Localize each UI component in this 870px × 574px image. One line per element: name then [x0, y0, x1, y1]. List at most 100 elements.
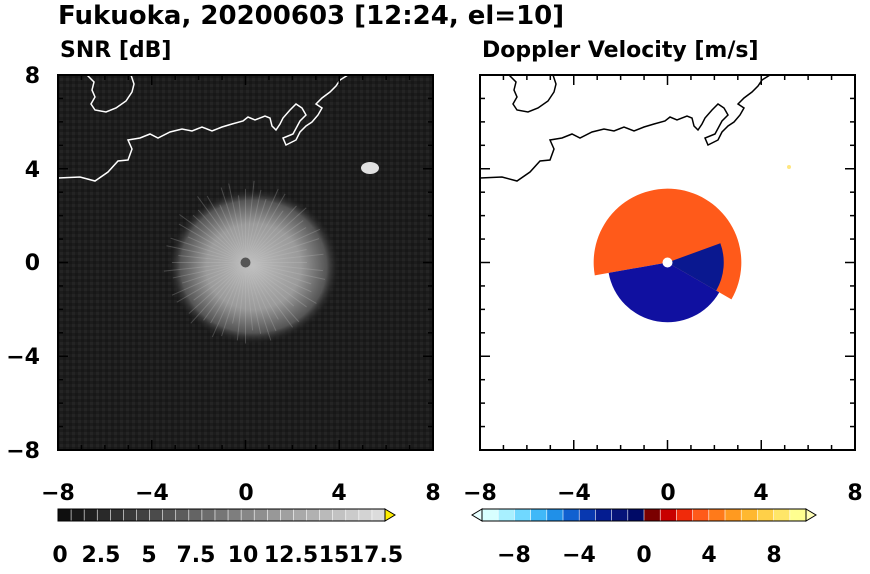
snr-radial-streak — [245, 207, 307, 263]
snr-colorbar-swatch — [227, 508, 242, 522]
doppler-toward-region — [608, 262, 720, 323]
radar-site-marker — [240, 257, 251, 268]
doppler-colorbar-swatch — [692, 508, 710, 522]
snr-colorbar-swatch — [345, 508, 360, 522]
snr-radial-streak — [210, 262, 246, 324]
doppler-colorbar-swatch — [643, 508, 662, 522]
snr-radial-streak — [245, 262, 262, 334]
snr-colorbar-label: 0 — [52, 543, 67, 568]
snr-colorbar-swatch — [201, 508, 216, 522]
snr-radial-streak — [245, 262, 272, 341]
snr-radial-streak — [206, 195, 246, 263]
snr-colorbar-swatch — [306, 508, 321, 522]
snr-radial-streak — [237, 195, 246, 263]
snr-radial-streak — [245, 210, 284, 263]
snr-ytick-label: 4 — [25, 158, 40, 183]
snr-radial-streak — [221, 262, 246, 337]
snr-colorbar-label: 15 — [319, 543, 350, 568]
snr-radial-streak — [245, 189, 262, 263]
snr-radial-streak — [171, 262, 246, 296]
doppler-colorbar-extend-max — [805, 508, 817, 522]
snr-colorbar-swatch — [149, 508, 164, 522]
doppler-colorbar-swatch — [611, 508, 629, 522]
snr-radial-streak — [245, 262, 300, 323]
snr-radial-streak — [245, 262, 295, 307]
snr-colorbar-label: 5 — [141, 543, 156, 568]
snr-radial-streak — [166, 245, 246, 263]
snr-radial-streak — [245, 262, 277, 332]
snr-colorbar-label: 10 — [228, 543, 259, 568]
snr-colorbar-swatch — [83, 508, 99, 522]
snr-colorbar-swatch — [162, 508, 177, 522]
snr-radial-streak — [188, 262, 246, 314]
snr-colorbar-extend-max — [384, 508, 396, 522]
snr-radial-streak — [245, 262, 279, 320]
doppler-hotspot — [787, 165, 791, 169]
snr-radial-streak — [192, 214, 246, 263]
snr-radial-streak — [232, 262, 246, 324]
snr-colorbar-swatch — [358, 508, 373, 522]
doppler-colorbar-label: 8 — [766, 543, 781, 568]
snr-colorbar-label: 7.5 — [177, 543, 216, 568]
doppler-xtick-label: 0 — [660, 481, 675, 506]
snr-radial-streak — [245, 262, 312, 285]
snr-colorbar-swatch — [175, 508, 190, 522]
snr-hotspot-halo — [361, 162, 379, 174]
doppler-colorbar-swatches — [481, 508, 807, 522]
doppler-colorbar: −8 −4 0 4 8 — [471, 508, 817, 568]
snr-radial-streak — [245, 262, 326, 280]
doppler-ticks — [479, 74, 856, 451]
snr-ytick-label: 8 — [25, 64, 40, 89]
snr-colorbar-label: 2.5 — [82, 543, 121, 568]
snr-radial-streak — [187, 236, 246, 263]
snr-colorbar-swatch — [136, 508, 151, 522]
snr-radial-streak — [178, 254, 246, 263]
snr-radial-streak — [245, 180, 255, 263]
snr-radial-streak — [245, 238, 320, 263]
doppler-colorbar-swatch — [740, 508, 759, 522]
snr-radial-streak — [179, 214, 246, 263]
snr-radial-streak — [163, 262, 246, 272]
snr-colorbar-frame — [57, 508, 386, 522]
snr-colorbar-swatch — [266, 508, 282, 522]
doppler-xtick-label: −4 — [557, 481, 591, 506]
snr-ytick-label: −4 — [6, 345, 40, 370]
snr-radial-streak — [245, 188, 279, 263]
snr-radial-streak — [172, 262, 246, 279]
snr-colorbar-swatch — [253, 508, 269, 522]
snr-radial-streak — [211, 262, 246, 338]
snr-radial-streak — [190, 262, 246, 324]
doppler-colorbar-swatch — [627, 508, 645, 522]
snr-xtick-label: −8 — [41, 481, 75, 506]
snr-colorbar-label: 17.5 — [349, 543, 403, 568]
doppler-colorbar-label: 0 — [636, 543, 651, 568]
snr-radial-streak — [245, 253, 324, 263]
snr-radial-streak — [182, 262, 246, 284]
snr-radial-streak — [170, 237, 246, 263]
doppler-colorbar-label: −8 — [497, 543, 531, 568]
snr-xtick-label: −4 — [135, 481, 169, 506]
doppler-colorbar-swatch — [481, 508, 500, 522]
snr-radial-streak — [228, 183, 246, 263]
snr-radial-streak — [236, 262, 246, 341]
doppler-colorbar-swatch — [530, 508, 548, 522]
doppler-panel-title: Doppler Velocity [m/s] — [482, 38, 759, 63]
snr-echo — [163, 165, 371, 345]
snr-radial-streak — [197, 196, 246, 263]
doppler-colorbar-swatch — [676, 508, 694, 522]
snr-radial-streak — [219, 204, 246, 263]
snr-ytick-label: −8 — [6, 439, 40, 464]
snr-radial-streak — [245, 227, 307, 263]
snr-radial-streak — [245, 262, 323, 272]
snr-radial-streak — [178, 223, 246, 263]
snr-colorbar-swatch — [57, 508, 72, 522]
doppler-xtick-label: 4 — [753, 481, 768, 506]
snr-colorbar-swatch — [70, 508, 85, 522]
snr-radial-streak — [245, 262, 317, 304]
figure-title: Fukuoka, 20200603 [12:24, el=10] — [58, 1, 564, 31]
doppler-toward-region — [667, 243, 724, 291]
doppler-colorbar-frame — [481, 508, 807, 522]
snr-ytick-label: 0 — [25, 251, 40, 276]
snr-radial-streak — [203, 262, 246, 321]
